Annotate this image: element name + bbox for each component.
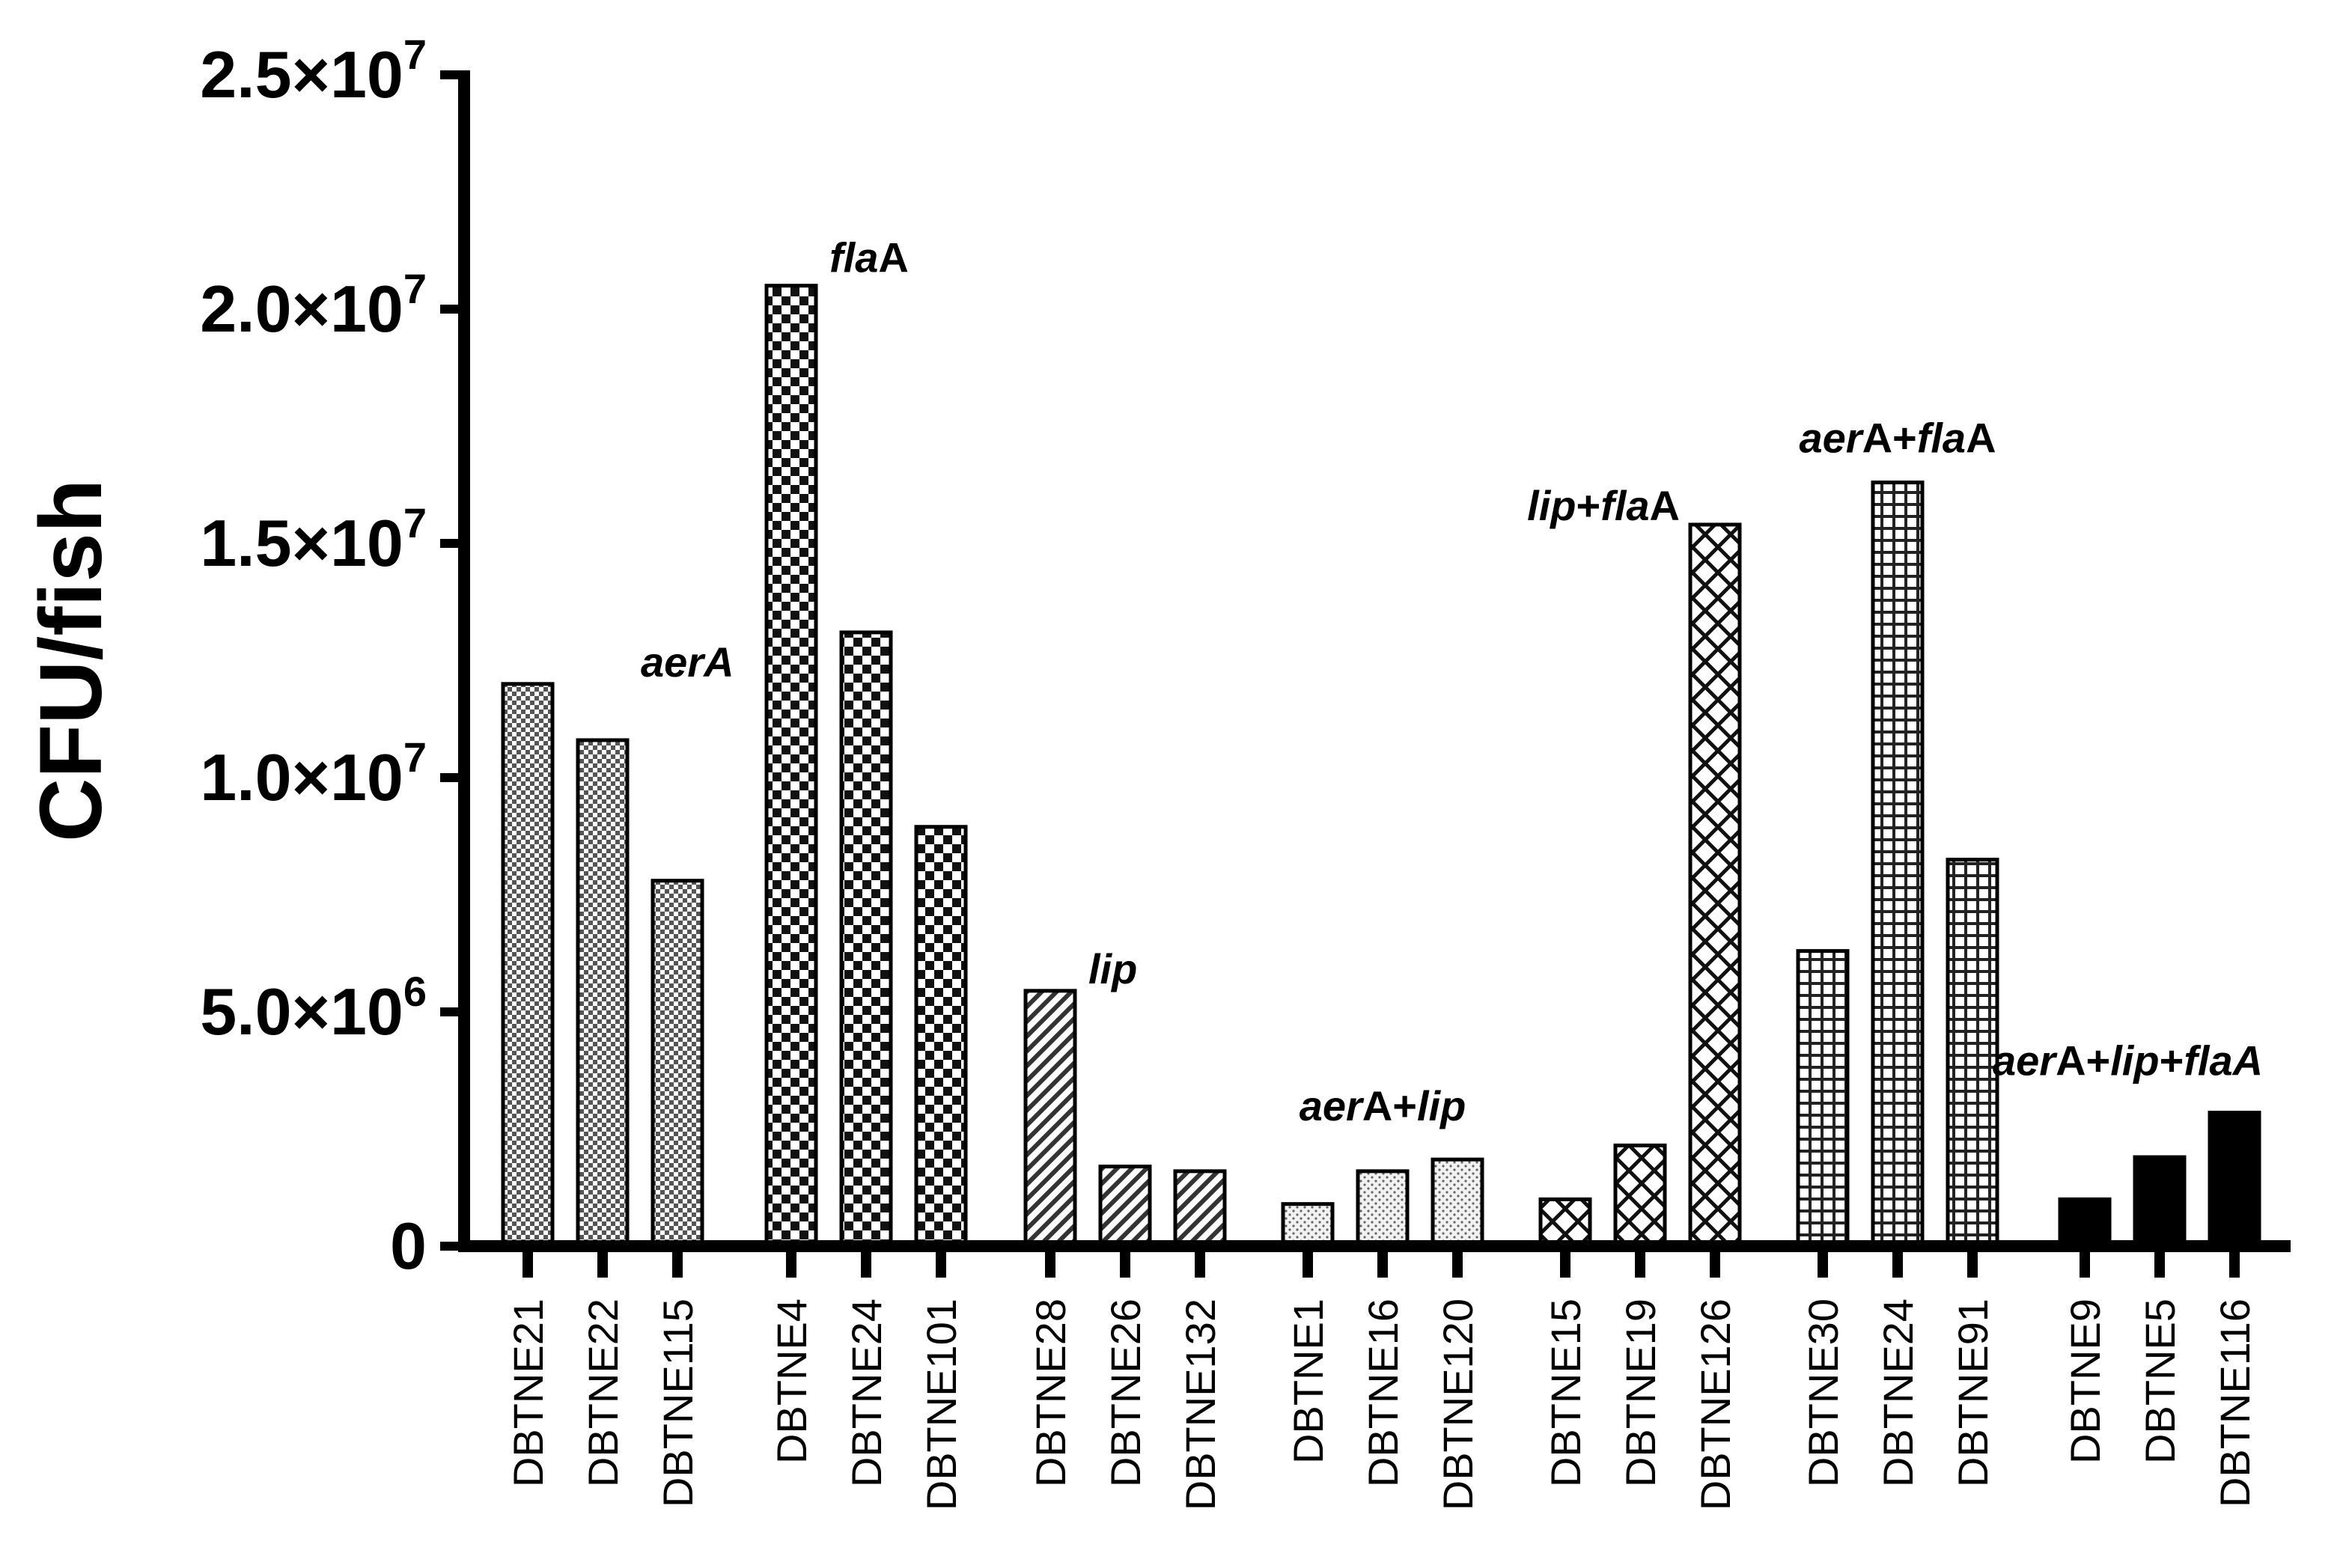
- bar-dbtne30: [1796, 949, 1850, 1248]
- y-tick-label: 5.0×106: [200, 968, 427, 1049]
- group-label: aerA+flaA: [1799, 415, 1996, 462]
- x-category-label: DBTNE5: [2136, 1299, 2184, 1464]
- group-label: aerA+lip+flaA: [1993, 1037, 2263, 1085]
- bar-dbtne5: [2133, 1155, 2187, 1248]
- bar-dbtne16: [1356, 1169, 1410, 1248]
- bar-dbtne26: [1098, 1165, 1152, 1248]
- bar-dbtne22: [576, 738, 630, 1248]
- bar-dbtne24: [839, 630, 893, 1248]
- bar-dbtne24: [1871, 481, 1925, 1248]
- y-tick-label: 2.0×107: [200, 265, 427, 346]
- x-category-label: DBTNE91: [1949, 1299, 1996, 1487]
- bar-dbtne91: [1946, 858, 1999, 1248]
- x-category-label: DBTNE126: [1692, 1299, 1739, 1510]
- x-category-label: DBTNE19: [1617, 1299, 1664, 1487]
- bar-dbtne101: [914, 825, 968, 1248]
- x-category-label: DBTNE16: [1359, 1299, 1407, 1487]
- x-category-label: DBTNE21: [505, 1299, 552, 1487]
- plot-area: CFU/fish 0 5.0×106 1.0×107 1.5×107 2.0×107 2.5…: [22, 31, 2291, 1510]
- bar-dbtne120: [1431, 1157, 1484, 1248]
- y-tick-label: 0: [390, 1209, 427, 1283]
- x-category-label: DBTNE30: [1800, 1299, 1847, 1487]
- x-category-label: DBTNE28: [1027, 1299, 1074, 1487]
- group-label: flaA: [829, 234, 909, 281]
- x-category-label: DBTNE26: [1102, 1299, 1149, 1487]
- group-label: lip+flaA: [1527, 482, 1680, 529]
- y-tick-label: 1.5×107: [200, 499, 427, 580]
- x-category-label: DBTNE15: [1542, 1299, 1589, 1487]
- x-category-label: DBTNE1: [1285, 1299, 1332, 1464]
- x-category-label: DBTNE101: [918, 1299, 965, 1510]
- x-category-label: DBTNE116: [2211, 1299, 2258, 1507]
- bar-dbtne21: [501, 682, 555, 1248]
- bar-dbtne9: [2058, 1197, 2112, 1248]
- group-label: lip: [1088, 945, 1137, 992]
- x-category-label: DBTNE22: [579, 1299, 627, 1487]
- bar-dbtne1: [1281, 1202, 1335, 1248]
- group-label: aerA: [641, 638, 734, 686]
- y-tick-label: 2.5×107: [200, 31, 427, 112]
- x-category-label: DBTNE24: [843, 1299, 890, 1487]
- bar-dbtne28: [1023, 989, 1077, 1248]
- y-tick-label: 1.0×107: [200, 733, 427, 814]
- x-category-label: DBTNE9: [2062, 1299, 2109, 1464]
- bar-dbtne115: [651, 879, 704, 1248]
- bar-dbtne116: [2208, 1111, 2261, 1248]
- x-category-label: DBTNE24: [1874, 1299, 1922, 1487]
- bar-dbtne4: [764, 284, 818, 1248]
- x-category-label: DBTNE115: [654, 1299, 701, 1507]
- bar-dbtne19: [1613, 1143, 1667, 1248]
- bar-dbtne132: [1173, 1169, 1227, 1248]
- x-category-label: DBTNE120: [1434, 1299, 1481, 1510]
- group-label: aerA+lip: [1300, 1082, 1466, 1129]
- y-axis-title: CFU/fish: [22, 479, 121, 842]
- bar-dbtne126: [1688, 522, 1742, 1248]
- x-category-label: DBTNE4: [768, 1299, 815, 1464]
- x-category-label: DBTNE132: [1177, 1299, 1224, 1510]
- bar-dbtne15: [1538, 1197, 1592, 1248]
